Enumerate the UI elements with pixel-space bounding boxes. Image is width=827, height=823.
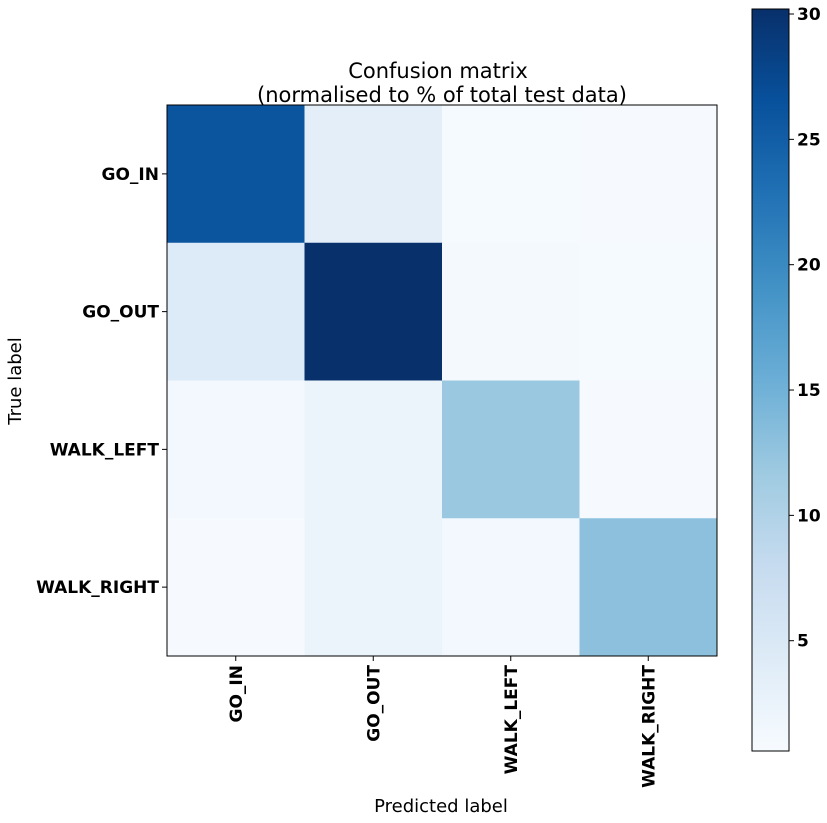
heatmap-cells <box>167 105 718 657</box>
y-tick-label: GO_IN <box>102 165 159 185</box>
y-tick-label: GO_OUT <box>82 303 159 323</box>
heatmap-cell-walk_left-walk_left <box>442 380 580 519</box>
heatmap-cell-walk_left-go_in <box>167 380 305 519</box>
x-tick-label: GO_OUT <box>364 665 384 742</box>
colorbar-tick-label: 30 <box>797 5 821 25</box>
heatmap-cell-walk_right-walk_left <box>442 518 580 657</box>
heatmap-cell-walk_left-walk_right <box>579 380 718 519</box>
heatmap-cell-go_in-go_out <box>304 105 443 244</box>
colorbar <box>751 8 790 752</box>
x-tick-label: GO_IN <box>227 665 247 722</box>
x-tick-label: WALK_LEFT <box>502 665 522 775</box>
heatmap-cell-go_in-walk_left <box>442 105 580 244</box>
heatmap-cell-walk_right-go_out <box>304 518 443 657</box>
heatmap-cell-walk_right-walk_right <box>579 518 718 657</box>
heatmap-cell-go_out-go_in <box>167 242 305 381</box>
y-axis-label: True label <box>5 337 26 426</box>
heatmap-cell-walk_right-go_in <box>167 518 305 657</box>
heatmap-cell-go_out-walk_right <box>579 242 718 381</box>
colorbar-tick-label: 15 <box>797 381 821 401</box>
x-axis-ticks: GO_IN GO_OUT WALK_LEFT WALK_RIGHT <box>227 656 659 788</box>
x-axis-label: Predicted label <box>374 796 508 817</box>
chart-title: Confusion matrix <box>348 59 528 83</box>
colorbar-tick-label: 5 <box>797 632 809 652</box>
colorbar-tick-label: 10 <box>797 506 821 526</box>
heatmap-cell-go_in-walk_right <box>579 105 718 244</box>
y-tick-label: WALK_LEFT <box>50 440 160 460</box>
colorbar-ticks: 5 10 15 20 25 30 <box>789 5 821 652</box>
heatmap-cell-walk_left-go_out <box>304 380 443 519</box>
heatmap-cell-go_in-go_in <box>167 105 305 244</box>
heatmap-cell-go_out-go_out <box>304 242 443 381</box>
y-tick-label: WALK_RIGHT <box>36 578 159 598</box>
x-tick-label: WALK_RIGHT <box>639 665 659 788</box>
chart-subtitle: (normalised to % of total test data) <box>257 83 627 107</box>
y-axis-ticks: GO_IN GO_OUT WALK_LEFT WALK_RIGHT <box>36 165 167 598</box>
plot-frame <box>166 104 718 657</box>
heatmap-cell-go_out-walk_left <box>442 242 580 381</box>
colorbar-tick-label: 25 <box>797 130 821 150</box>
colorbar-tick-label: 20 <box>797 256 821 276</box>
